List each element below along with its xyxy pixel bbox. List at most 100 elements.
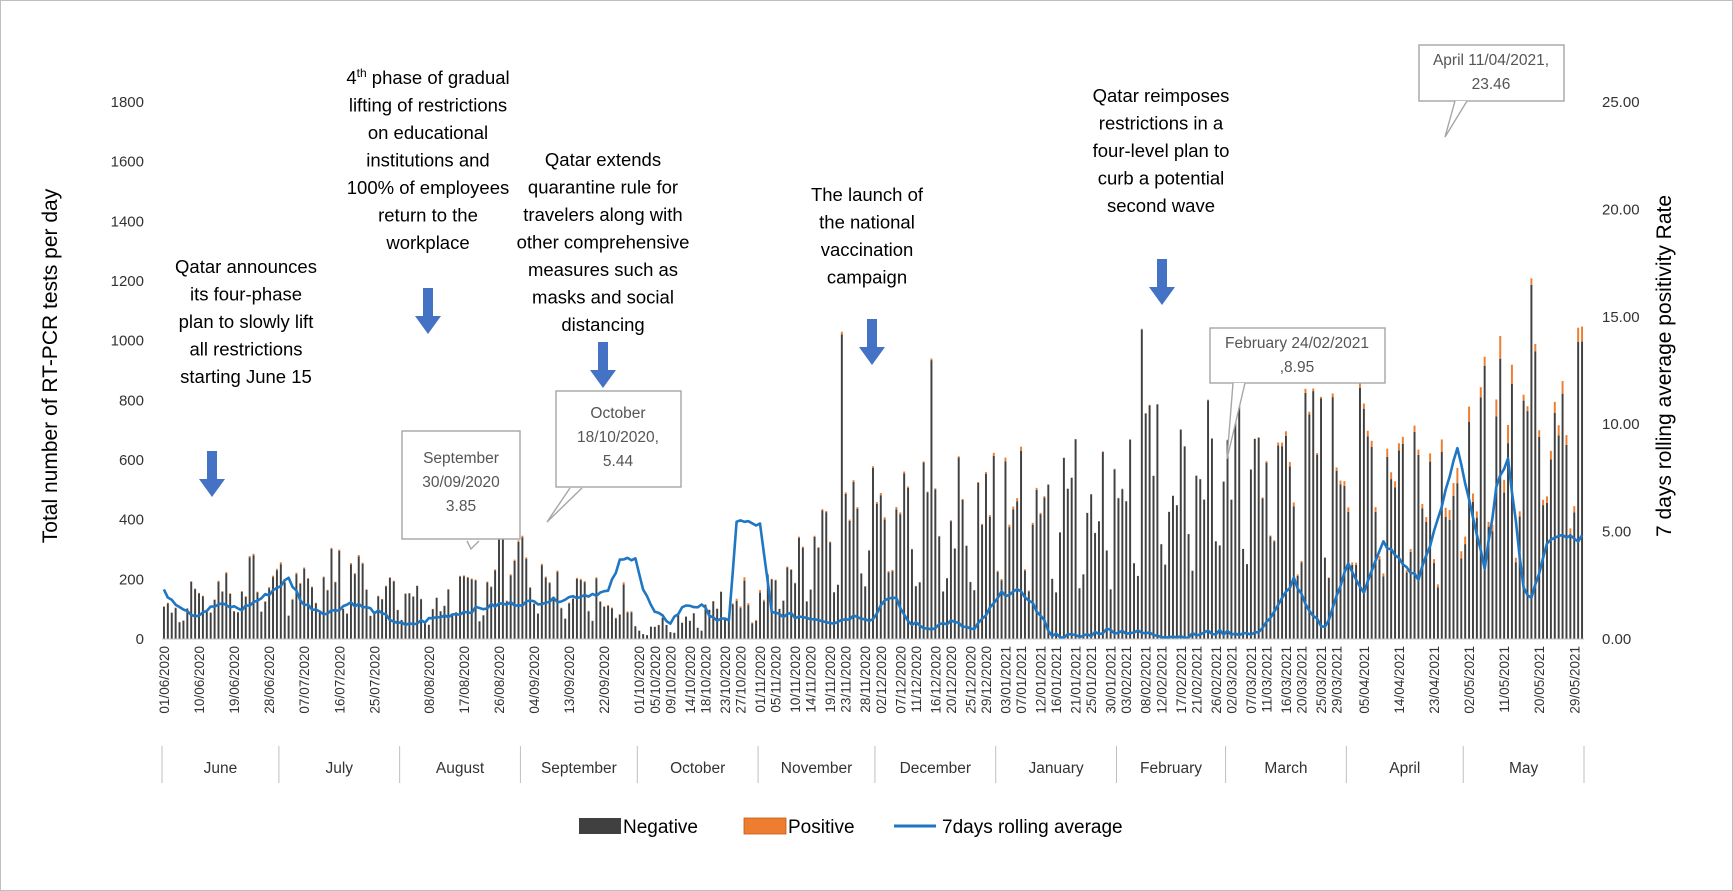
bar-negative (852, 481, 855, 639)
legend-swatch-negative (579, 818, 621, 834)
bar-negative (716, 608, 719, 639)
bar-positive (747, 603, 750, 606)
bar-negative (1495, 416, 1498, 639)
bar-negative (385, 586, 387, 639)
bar-negative (961, 499, 964, 639)
callout-pointer (546, 487, 583, 523)
bar-positive (1335, 467, 1338, 471)
x-date-label: 03/01/2021 (999, 646, 1014, 714)
bar-positive (1300, 560, 1303, 563)
bar-negative (988, 516, 991, 639)
bar-positive (922, 461, 925, 463)
bar-negative (1366, 436, 1369, 639)
bar-positive (162, 606, 165, 607)
bar-positive (607, 605, 610, 606)
bar-negative (1448, 519, 1451, 639)
bar-negative (260, 611, 263, 639)
bar-negative (490, 587, 493, 639)
x-date-label: 20/05/2021 (1532, 646, 1547, 714)
bar-negative (435, 597, 438, 639)
bar-positive (1401, 436, 1404, 444)
callout-box (1418, 44, 1565, 102)
legend-label-positive: Positive (788, 817, 855, 838)
x-date-label: 05/10/2020 (648, 646, 663, 714)
month-label-february: February (1140, 760, 1202, 777)
bar-positive (1390, 472, 1393, 480)
bar-positive (1292, 502, 1295, 507)
bar-negative (1499, 358, 1502, 639)
bar-negative (307, 578, 310, 639)
bar-positive (770, 578, 773, 580)
bar-negative (626, 612, 629, 639)
bar-negative (482, 615, 485, 639)
bar-negative (1452, 495, 1455, 639)
annotation-2: 4th phase of gradual lifting of restricti… (346, 66, 509, 253)
bar-negative (907, 487, 910, 639)
bar-negative (1323, 557, 1326, 639)
bar-positive (385, 585, 387, 587)
y-right-tick-label: 0.00 (1602, 631, 1631, 648)
bar-negative (704, 604, 707, 639)
bar-positive (1378, 556, 1381, 560)
bar-negative (587, 611, 590, 639)
bar-negative (240, 591, 243, 639)
bar-negative (934, 489, 937, 639)
bar-positive (926, 491, 929, 493)
bar-negative (677, 615, 680, 639)
bar-positive (1265, 461, 1268, 463)
x-date-label: 02/05/2021 (1462, 646, 1477, 714)
bar-negative (1261, 498, 1264, 639)
arrow-december (859, 319, 885, 365)
bar-negative (973, 590, 976, 639)
bar-negative (1117, 498, 1120, 639)
bar-positive (1347, 507, 1350, 512)
month-label-june: June (204, 760, 238, 777)
bar-positive (1557, 425, 1560, 436)
x-date-label: 16/03/2021 (1279, 646, 1294, 714)
bar-negative (509, 575, 512, 639)
bar-negative (1023, 570, 1026, 639)
bar-positive (334, 581, 337, 583)
bar-negative (361, 563, 364, 639)
bar-positive (743, 577, 746, 581)
bar-negative (1097, 521, 1100, 639)
bar-positive (1471, 493, 1474, 502)
bar-positive (1507, 424, 1510, 444)
bar-negative (630, 612, 633, 639)
bar-negative (1351, 564, 1354, 639)
x-date-label: 27/10/2020 (734, 646, 749, 714)
bar-negative (977, 482, 980, 639)
bar-negative (1561, 393, 1564, 639)
bar-positive (556, 570, 559, 572)
bar-negative (1409, 551, 1412, 639)
bar-negative (1242, 548, 1245, 639)
x-date-label: 09/10/2020 (663, 646, 678, 714)
month-label-october: October (670, 760, 725, 777)
bar-negative (1526, 411, 1529, 639)
bar-negative (1417, 454, 1420, 639)
x-date-label: 17/08/2020 (457, 646, 472, 714)
bar-positive (1004, 457, 1007, 462)
bar-negative (513, 560, 516, 639)
bar-positive (587, 610, 590, 612)
bar-positive (856, 507, 859, 509)
bar-negative (447, 589, 450, 639)
bar-negative (548, 583, 551, 639)
bar-positive (1573, 506, 1576, 513)
bar-positive (852, 480, 855, 482)
bar-negative (1094, 533, 1097, 639)
bar-negative (162, 606, 165, 639)
bar-positive (1526, 406, 1529, 412)
bar-positive (1374, 507, 1377, 512)
bar-negative (751, 623, 754, 639)
bar-negative (622, 584, 625, 639)
bar-positive (388, 577, 391, 578)
bar-negative (942, 591, 945, 639)
bar-positive (1343, 481, 1346, 486)
bar-positive (977, 481, 980, 483)
bar-negative (396, 610, 399, 639)
bar-negative (700, 630, 703, 639)
bar-positive (1468, 406, 1471, 422)
arrow-june (199, 451, 225, 497)
bar-negative (1397, 450, 1400, 639)
